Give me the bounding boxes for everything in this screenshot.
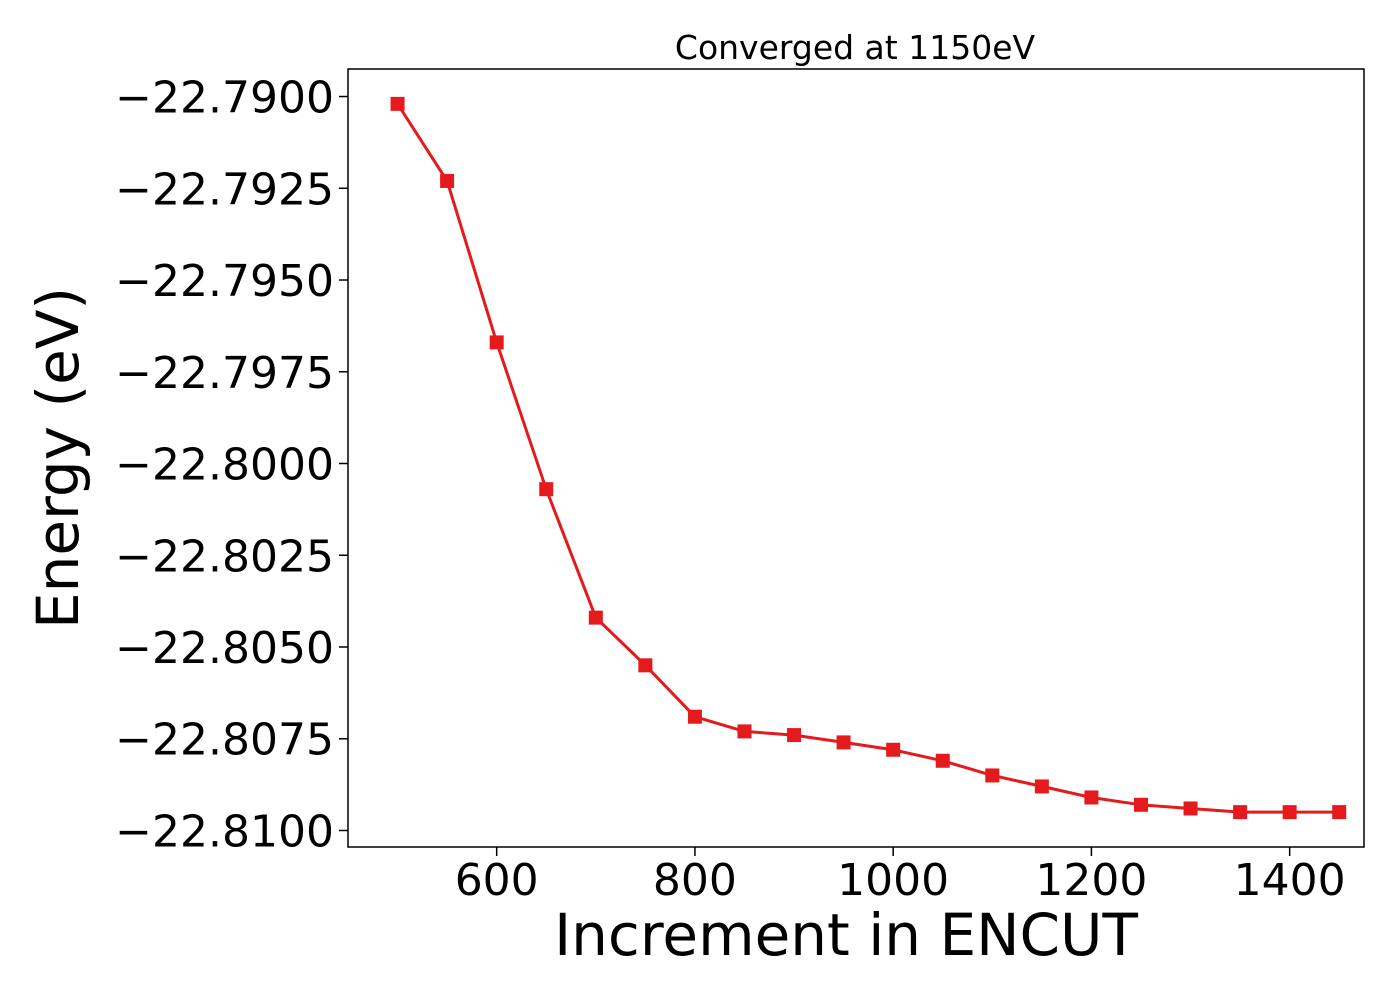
chart-title: Converged at 1150eV — [675, 28, 1036, 67]
data-point-marker — [737, 724, 752, 739]
y-tick-label: −22.7975 — [115, 348, 334, 399]
y-tick-label: −22.8075 — [115, 715, 334, 766]
y-tick-label: −22.7925 — [115, 164, 334, 215]
x-tick-label: 1200 — [1035, 855, 1147, 906]
data-point-marker — [440, 173, 455, 188]
x-tick-label: 1000 — [837, 855, 949, 906]
x-tick-label: 1400 — [1234, 855, 1346, 906]
y-tick-label: −22.8050 — [115, 623, 334, 674]
y-tick-label: −22.8000 — [115, 440, 334, 491]
y-tick-label: −22.8025 — [115, 531, 334, 582]
data-point-marker — [1084, 790, 1099, 805]
data-point-marker — [1183, 801, 1198, 816]
y-axis-label: Energy (eV) — [24, 287, 92, 629]
x-tick-label: 600 — [455, 855, 539, 906]
data-point-marker — [1282, 805, 1297, 820]
x-axis-ticks: 600 800 1000 1200 1400 — [455, 847, 1346, 906]
plot-area-frame — [347, 68, 1365, 848]
data-point-marker — [985, 768, 1000, 783]
data-point-marker — [836, 735, 851, 750]
data-point-marker — [638, 658, 653, 673]
data-point-marker — [886, 742, 901, 757]
data-point-marker — [390, 96, 405, 111]
data-point-marker — [539, 482, 554, 497]
series-layer — [390, 96, 1347, 820]
data-point-marker — [588, 610, 603, 625]
data-point-marker — [1233, 805, 1248, 820]
data-point-marker — [1034, 779, 1049, 794]
x-tick-label: 800 — [653, 855, 737, 906]
data-point-marker — [935, 753, 950, 768]
y-tick-label: −22.7900 — [115, 73, 334, 124]
y-tick-label: −22.7950 — [115, 256, 334, 307]
data-point-marker — [1332, 805, 1347, 820]
y-tick-label: −22.8100 — [115, 806, 334, 857]
data-point-marker — [1133, 797, 1148, 812]
data-point-marker — [489, 335, 504, 350]
data-point-marker — [787, 728, 802, 743]
y-axis-ticks: −22.7900 −22.7925 −22.7950 −22.7975 −22.8000… — [115, 73, 348, 857]
series-line — [396, 103, 1340, 814]
data-point-marker — [687, 709, 702, 724]
x-axis-label: Increment in ENCUT — [554, 901, 1138, 969]
